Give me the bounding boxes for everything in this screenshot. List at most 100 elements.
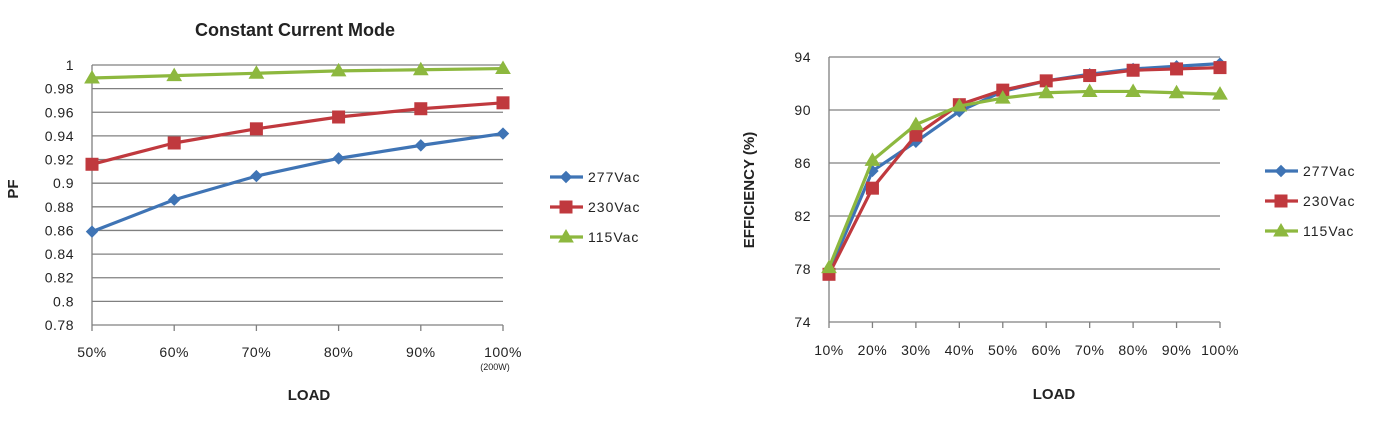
gridlines xyxy=(92,64,503,326)
x-tick-label: 10% xyxy=(814,342,844,358)
data-point xyxy=(332,110,346,124)
y-tick-label: 0.8 xyxy=(53,293,74,309)
x-tick-label: 70% xyxy=(242,344,272,360)
data-point xyxy=(332,152,345,165)
series-line xyxy=(91,131,504,234)
data-point xyxy=(248,65,265,79)
data-point xyxy=(1213,61,1227,75)
data-point xyxy=(250,169,263,183)
y-tick-label: 0.96 xyxy=(45,104,74,120)
y-tick-label: 0.94 xyxy=(45,128,74,144)
x-tick-label: 50% xyxy=(988,342,1018,358)
data-point xyxy=(495,60,511,75)
legend-label: 230Vac xyxy=(588,199,640,215)
legend-label: 277Vac xyxy=(588,169,640,185)
y-tick-label: 86 xyxy=(794,155,811,171)
y-tick-label: 0.84 xyxy=(45,246,74,262)
legend-marker xyxy=(1273,223,1289,237)
x-tick-label: 80% xyxy=(1118,342,1148,358)
data-point xyxy=(1212,86,1228,100)
legend-marker xyxy=(559,170,573,184)
x-tick-label: 100% xyxy=(484,344,522,360)
legend-label: 115Vac xyxy=(1303,223,1354,239)
data-point xyxy=(414,139,428,152)
legend-item: 277Vac xyxy=(1265,163,1355,179)
legend: 277Vac 230Vac 115Vac xyxy=(550,169,640,245)
x-tick-label: 60% xyxy=(159,344,189,360)
legend: 277Vac 230Vac 115Vac xyxy=(1265,163,1355,239)
legend-label: 115Vac xyxy=(588,229,639,245)
x-axis-label: LOAD xyxy=(1033,386,1076,403)
y-tick-label: 0.86 xyxy=(45,222,74,238)
x-tick-label: 40% xyxy=(945,342,975,358)
gridlines xyxy=(829,56,1220,323)
chart-1: Constant Current Mode 0.78 0.8 0.82 0.84 0.86… xyxy=(5,20,640,404)
data-point xyxy=(1126,63,1140,77)
y-tick-label: 0.88 xyxy=(45,199,74,215)
series-115Vac xyxy=(821,83,1228,274)
y-tick-label: 94 xyxy=(794,49,811,65)
data-point xyxy=(1038,84,1055,99)
x-tick-label: 20% xyxy=(858,342,888,358)
y-tick-label: 0.82 xyxy=(45,270,74,286)
x-tick-label: 90% xyxy=(1162,342,1192,358)
data-point xyxy=(994,90,1011,104)
x-tick-label: 80% xyxy=(324,344,354,360)
series-line xyxy=(91,66,504,80)
y-axis-label: PF xyxy=(5,179,22,198)
data-point xyxy=(821,259,837,274)
x-tick-note: (200W) xyxy=(480,362,510,372)
y-tick-labels: 0.78 0.8 0.82 0.84 0.86 0.88 0.9 0.92 0.94 0.96 0.… xyxy=(45,57,74,333)
x-tick-label: 50% xyxy=(77,344,107,360)
data-point xyxy=(496,127,510,140)
data-point xyxy=(496,96,510,110)
data-point xyxy=(1081,83,1098,97)
data-point xyxy=(1083,69,1097,83)
data-point xyxy=(1168,84,1185,99)
x-tick-label: 60% xyxy=(1031,342,1061,358)
legend-label: 230Vac xyxy=(1303,193,1355,209)
chart-title: Constant Current Mode xyxy=(195,20,395,40)
legend-marker xyxy=(558,229,574,243)
series-line xyxy=(827,89,1221,269)
data-point xyxy=(85,225,99,238)
series-line xyxy=(827,66,1221,276)
legend-item: 230Vac xyxy=(550,199,640,215)
legend-item: 115Vac xyxy=(550,229,639,245)
legend-item: 230Vac xyxy=(1265,193,1355,209)
data-point xyxy=(249,122,263,136)
x-tick-labels: 50% 60% 70% 80% 90% 100% (200W) xyxy=(77,325,522,372)
data-point xyxy=(909,128,923,142)
data-point xyxy=(412,61,429,76)
series-115Vac xyxy=(84,60,511,84)
y-tick-label: 0.98 xyxy=(45,81,74,97)
legend-item: 277Vac xyxy=(550,169,640,185)
series-277Vac xyxy=(85,127,510,238)
data-point xyxy=(951,98,968,112)
data-point xyxy=(166,67,183,82)
data-point xyxy=(865,181,879,195)
data-point xyxy=(167,193,181,206)
data-point xyxy=(414,102,428,116)
legend-marker xyxy=(1274,194,1288,208)
data-point xyxy=(1125,83,1141,97)
data-point xyxy=(167,136,181,150)
x-tick-labels: 10% 20% 30% 40% 50% 60% 70% 80% 90% 100% xyxy=(814,322,1238,358)
legend-item: 115Vac xyxy=(1265,223,1354,239)
data-point xyxy=(84,70,100,84)
y-tick-label: 82 xyxy=(794,208,811,224)
data-point xyxy=(85,157,99,171)
x-tick-label: 70% xyxy=(1075,342,1105,358)
data-point xyxy=(330,62,347,77)
series-line xyxy=(91,101,504,166)
series-230Vac xyxy=(85,96,510,171)
y-tick-label: 0.78 xyxy=(45,317,74,333)
x-tick-label: 90% xyxy=(406,344,436,360)
x-tick-label: 30% xyxy=(901,342,931,358)
y-tick-labels: 74 78 82 86 90 94 xyxy=(794,49,811,330)
legend-label: 277Vac xyxy=(1303,163,1355,179)
y-tick-label: 0.9 xyxy=(53,175,74,191)
x-axis-label: LOAD xyxy=(288,387,331,404)
